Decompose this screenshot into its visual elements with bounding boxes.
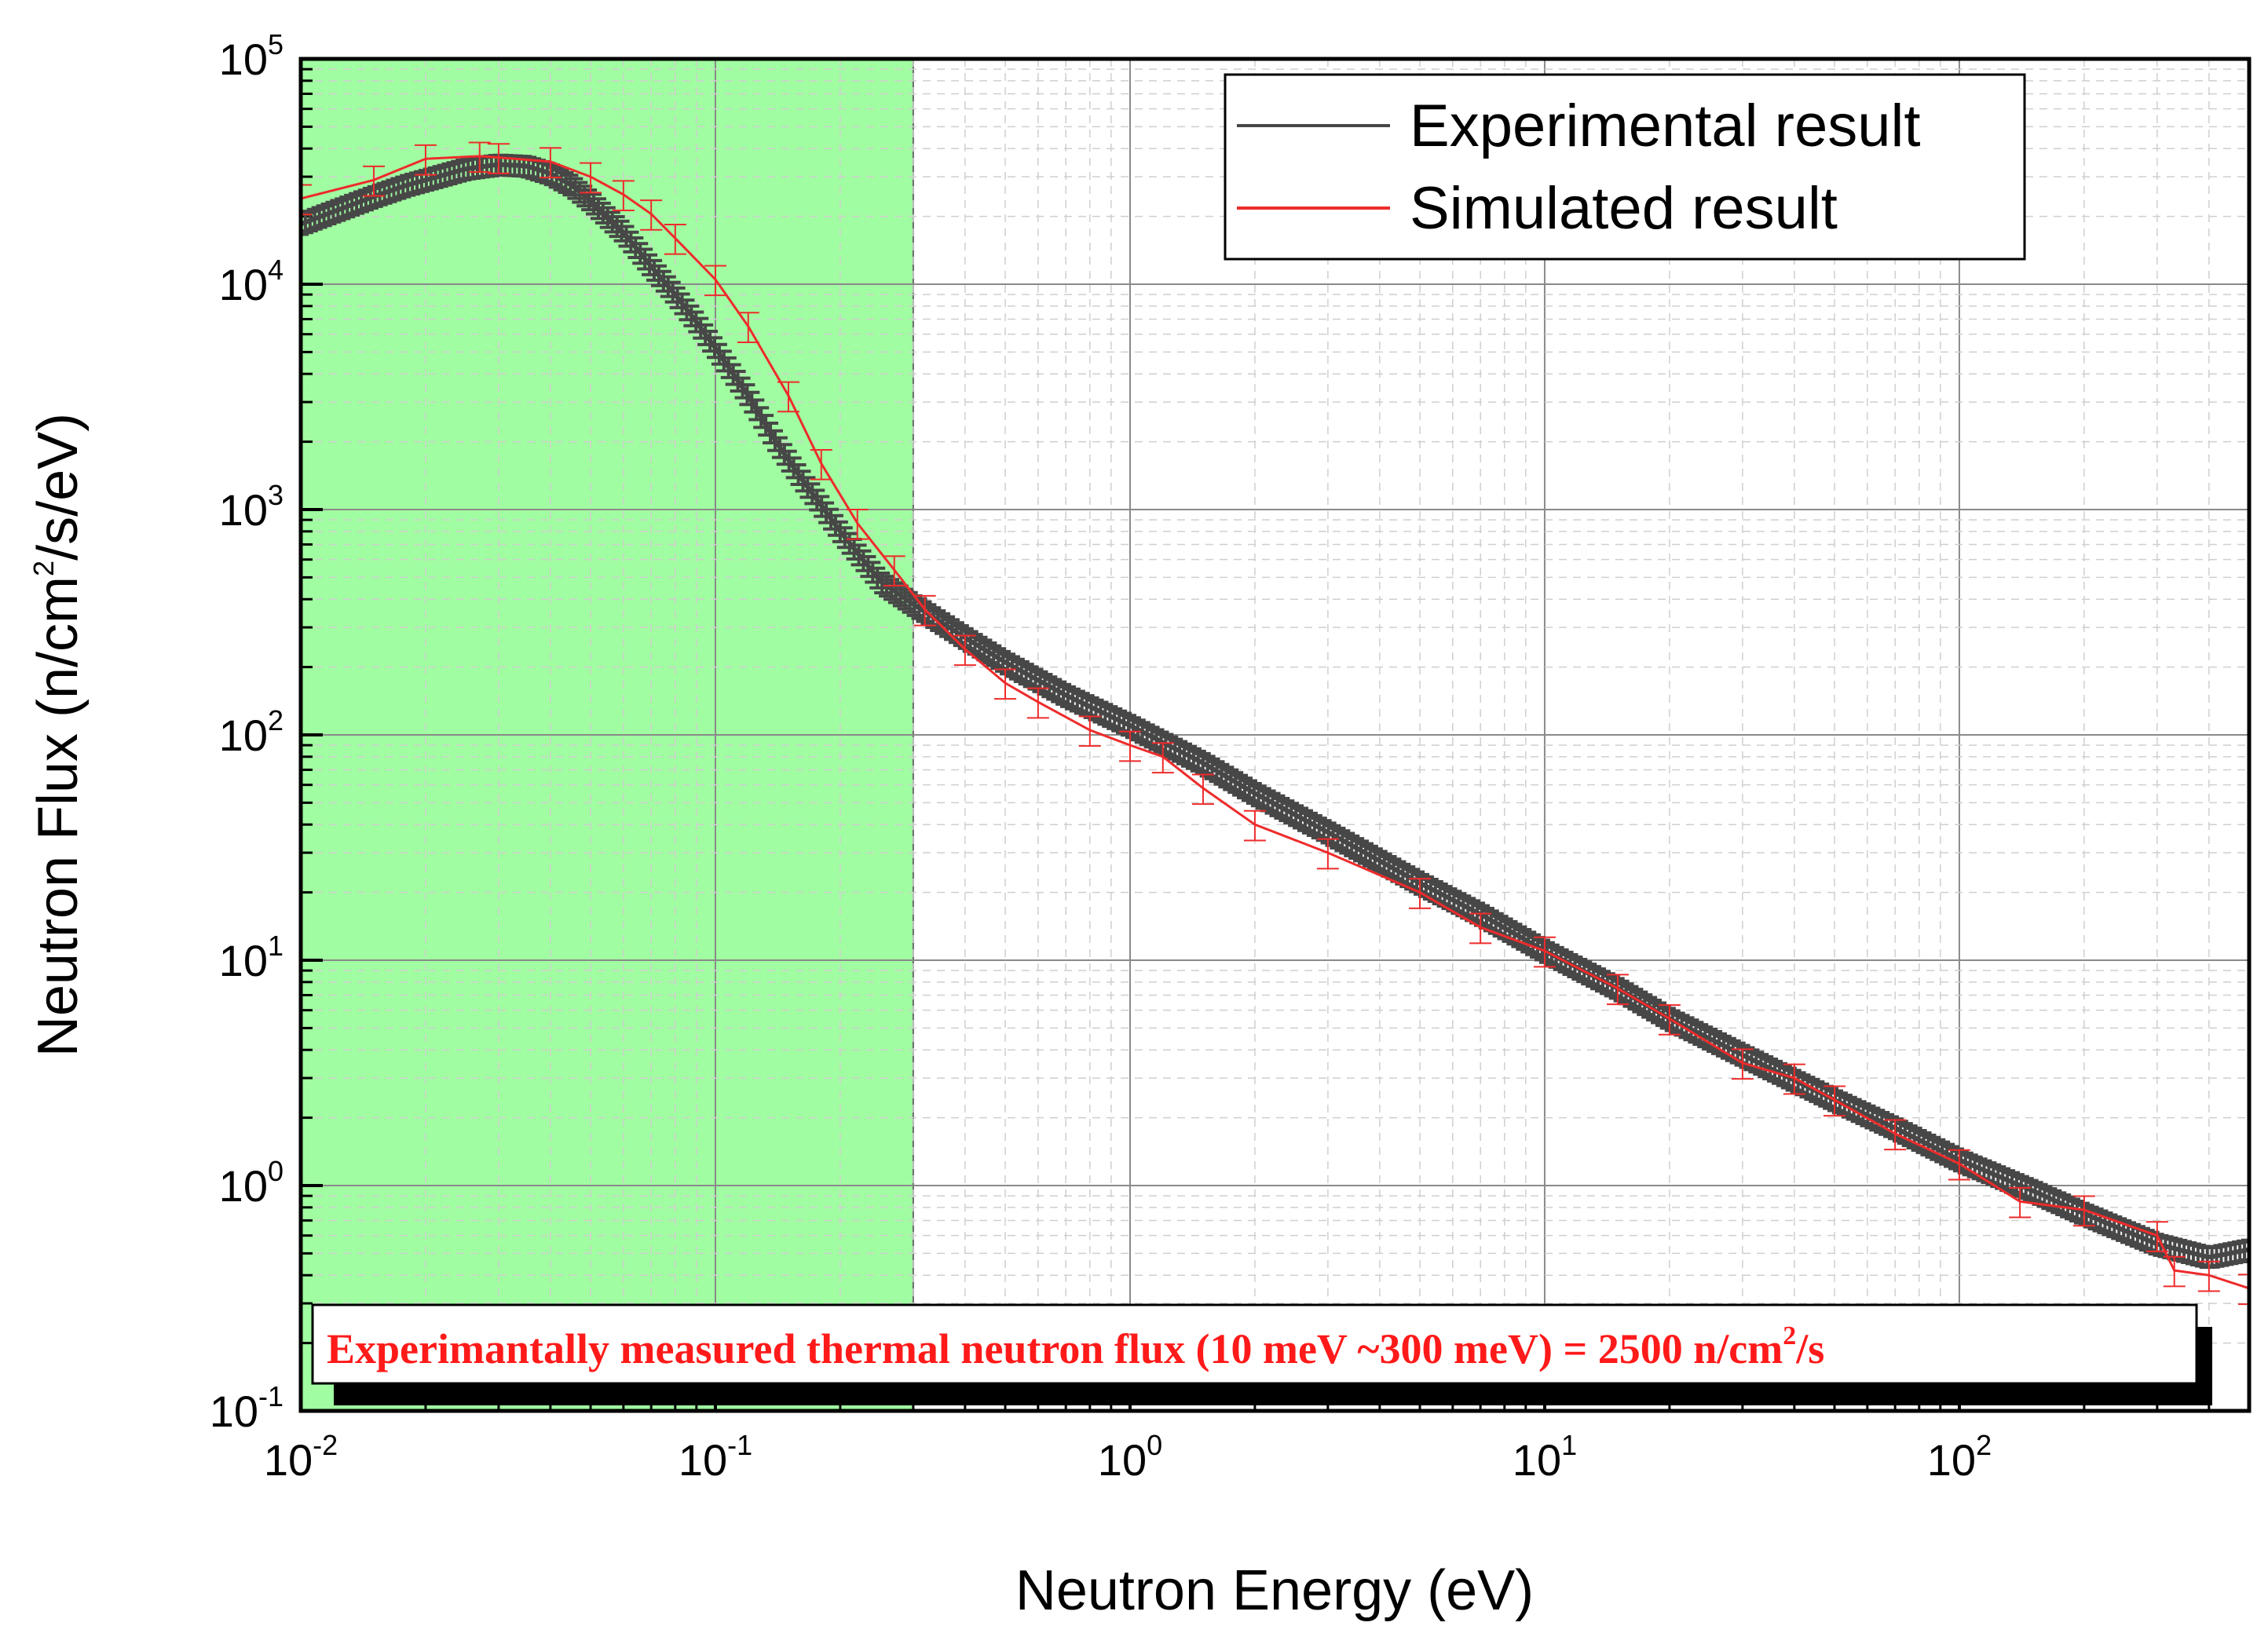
x-tick-label: 100 bbox=[1098, 1429, 1162, 1485]
x-tick-label: 10-1 bbox=[679, 1429, 752, 1485]
legend-label-experimental: Experimental result bbox=[1410, 93, 1921, 159]
experimental-line bbox=[301, 162, 2249, 1259]
x-tick-label: 102 bbox=[1927, 1429, 1992, 1485]
annotation-main: Experimantally measured thermal neutron … bbox=[327, 1325, 1783, 1372]
y-axis-title-main: Neutron Flux (n/cm bbox=[27, 576, 90, 1057]
y-tick-label: 100 bbox=[219, 1155, 284, 1211]
y-tick-label: 102 bbox=[219, 704, 284, 760]
legend-box bbox=[1224, 73, 2026, 261]
annotation-panel bbox=[311, 1303, 2198, 1385]
y-tick-label: 10-1 bbox=[210, 1380, 284, 1436]
x-tick-label: 101 bbox=[1513, 1429, 1577, 1485]
y-tick-label: 105 bbox=[219, 28, 284, 84]
legend-label-simulated: Simulated result bbox=[1410, 175, 1838, 242]
annotation-text: Experimantally measured thermal neutron … bbox=[327, 1321, 1824, 1372]
series-layer bbox=[301, 141, 2249, 1306]
y-axis-title-tail: /s/eV) bbox=[27, 413, 90, 561]
y-tick-label: 101 bbox=[219, 930, 284, 985]
annotation-box: Experimantally measured thermal neutron … bbox=[311, 1303, 2212, 1405]
x-tick-labels: 10-2 10-1 100 101 102 bbox=[264, 1429, 1992, 1485]
y-axis-title: Neutron Flux (n/cm2/s/eV) bbox=[27, 413, 90, 1057]
plot-frame bbox=[298, 57, 2252, 1413]
y-tick-label: 103 bbox=[219, 479, 284, 535]
x-tick-label: 10-2 bbox=[264, 1429, 338, 1485]
y-tick-label: 104 bbox=[219, 254, 284, 309]
simulated-line bbox=[301, 155, 2249, 1290]
annotation-tail: /s bbox=[1795, 1325, 1824, 1372]
y-tick-labels: 10-1 100 101 102 103 104 105 bbox=[210, 28, 284, 1436]
annotation-sup: 2 bbox=[1783, 1321, 1796, 1350]
legend: Experimental result Simulated result bbox=[1224, 73, 2026, 261]
x-axis-title: Neutron Energy (eV) bbox=[1015, 1559, 1534, 1622]
y-axis-title-sup: 2 bbox=[27, 561, 60, 576]
